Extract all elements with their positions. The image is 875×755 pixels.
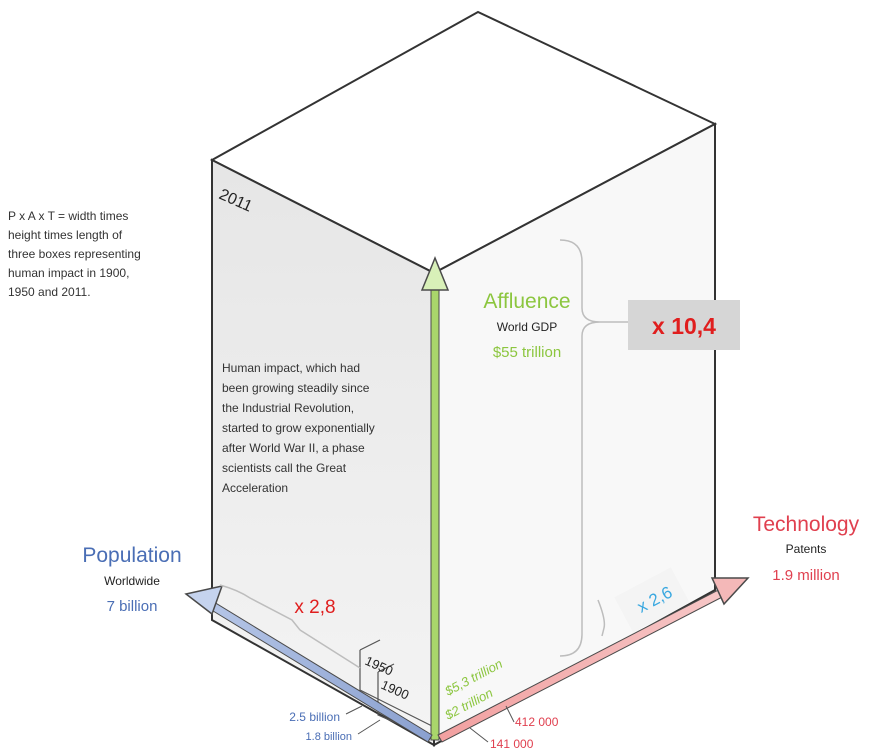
technology-value: 1.9 million bbox=[772, 567, 840, 584]
technology-multiplier-bg bbox=[614, 567, 690, 633]
technology-1900-value: 141 000 bbox=[490, 737, 534, 751]
affluence-title: Affluence bbox=[483, 290, 570, 313]
technology-subtitle: Patents bbox=[786, 542, 827, 556]
affluence-value: $55 trillion bbox=[493, 344, 561, 361]
population-subtitle: Worldwide bbox=[104, 574, 160, 588]
technology-bracket bbox=[597, 599, 606, 637]
description-text: Human impact, which had been growing ste… bbox=[222, 361, 378, 495]
population-arrow bbox=[184, 584, 433, 743]
population-multiplier: x 2,8 bbox=[294, 597, 335, 618]
technology-title: Technology bbox=[753, 513, 860, 536]
affluence-arrow bbox=[420, 256, 450, 741]
technology-arrow bbox=[437, 577, 750, 743]
box-1950 bbox=[359, 639, 437, 729]
population-1900-value: 1.8 billion bbox=[306, 731, 352, 743]
affluence-multiplier: x 10,4 bbox=[652, 313, 716, 339]
population-bracket bbox=[219, 584, 361, 669]
population-title: Population bbox=[82, 544, 181, 567]
affluence-multiplier-bg bbox=[628, 300, 740, 350]
population-value: 7 billion bbox=[107, 598, 158, 615]
intro-text: P x A x T = width times height times len… bbox=[8, 209, 144, 299]
population-1950-value: 2.5 billion bbox=[289, 710, 340, 724]
technology-1950-value: 412 000 bbox=[515, 715, 559, 729]
affluence-subtitle: World GDP bbox=[497, 320, 557, 334]
